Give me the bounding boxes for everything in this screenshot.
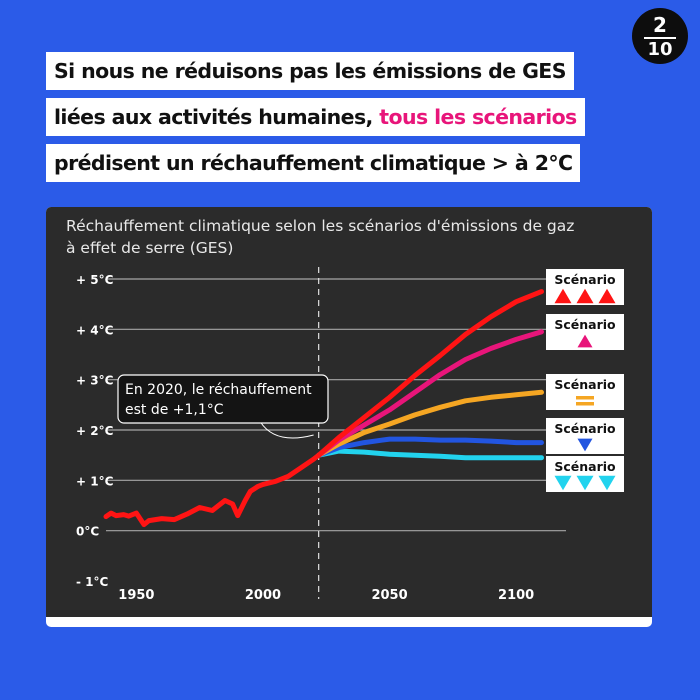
equals-icon-bar	[576, 396, 594, 400]
series-line	[316, 389, 544, 458]
y-tick-label: + 1°C	[76, 474, 114, 488]
x-tick-label: 2050	[371, 588, 407, 603]
y-axis: + 5°C + 4°C + 3°C + 2°C + 1°C 0°C - 1°C	[76, 273, 114, 589]
page-counter-total: 10	[647, 39, 673, 60]
triangle-down-icon	[598, 475, 616, 491]
series-line	[316, 448, 544, 461]
triangle-up-icon	[576, 288, 594, 304]
legend-label: Scénario	[554, 317, 616, 332]
annotation: En 2020, le réchauffement est de +1,1°C	[117, 374, 329, 439]
chart-title-line: à effet de serre (GES)	[66, 239, 233, 257]
series-line	[316, 289, 544, 458]
triangle-down-icon	[577, 438, 593, 452]
y-tick-label: + 3°C	[76, 374, 114, 388]
series-lines	[103, 289, 544, 528]
x-tick-label: 2000	[245, 588, 281, 603]
legend-label: Scénario	[554, 459, 616, 474]
headline-line-2-text: liées aux activités humaines,	[54, 105, 380, 129]
series-line	[316, 436, 544, 458]
grid	[106, 278, 566, 532]
chart-title-line: Réchauffement climatique selon les scéna…	[66, 217, 574, 235]
legend-label: Scénario	[554, 272, 616, 287]
warming-chart: Réchauffement climatique selon les scéna…	[66, 217, 624, 603]
annotation-text: est de +1,1°C	[125, 402, 224, 418]
x-tick-label: 1950	[118, 588, 154, 603]
chart-title: Réchauffement climatique selon les scéna…	[66, 217, 574, 257]
triangle-up-icon	[598, 288, 616, 304]
y-tick-label: + 4°C	[76, 323, 114, 337]
y-tick-label: + 2°C	[76, 424, 114, 438]
chart-card: Réchauffement climatique selon les scéna…	[46, 207, 652, 627]
series-line	[316, 329, 544, 458]
page-counter-current: 2	[653, 13, 667, 37]
annotation-text: En 2020, le réchauffement	[125, 382, 312, 398]
annotation-box	[117, 374, 329, 424]
y-tick-label: + 5°C	[76, 273, 114, 287]
triangle-up-icon	[577, 334, 593, 348]
legend-label: Scénario	[554, 377, 616, 392]
headline-line-3-text: prédisent un réchauffement climatique > …	[54, 151, 573, 175]
headline-line-3: prédisent un réchauffement climatique > …	[46, 144, 581, 182]
headline-line-2: liées aux activités humaines, tous les s…	[46, 98, 585, 136]
equals-icon-bar	[576, 402, 594, 406]
y-tick-label: 0°C	[76, 525, 99, 539]
page-counter-divider	[644, 37, 676, 39]
headline-line-1: Si nous ne réduisons pas les émissions d…	[46, 52, 574, 90]
headline-highlight: tous les scénarios	[379, 105, 577, 129]
triangle-down-icon	[554, 475, 572, 491]
annotation-pointer	[259, 421, 314, 439]
chalkboard: Réchauffement climatique selon les scéna…	[46, 207, 652, 617]
y-tick-label: - 1°C	[76, 575, 109, 589]
triangle-up-icon	[554, 288, 572, 304]
headline-line-1-text: Si nous ne réduisons pas les émissions d…	[54, 59, 566, 83]
historical-line	[103, 452, 322, 528]
page-counter-badge: 2 10	[632, 8, 688, 64]
legend: Scénario Scénario Scénario Scénario Scénario	[546, 269, 624, 492]
x-tick-label: 2100	[498, 588, 534, 603]
legend-label: Scénario	[554, 421, 616, 436]
triangle-down-icon	[576, 475, 594, 491]
x-axis: 1950 2000 2050 2100	[118, 588, 534, 603]
